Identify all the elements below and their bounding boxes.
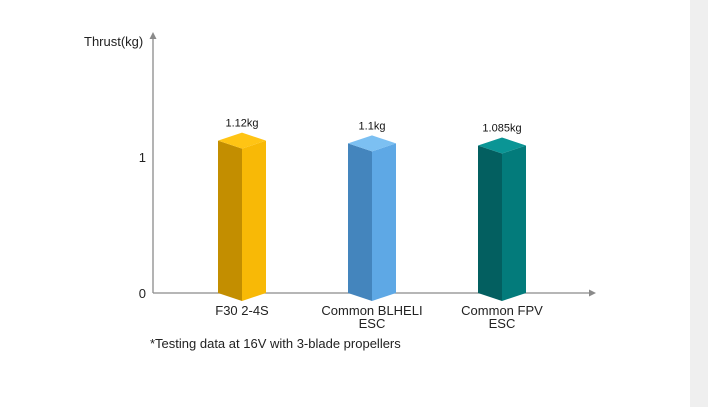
bar-left-face — [348, 143, 372, 301]
footnote: *Testing data at 16V with 3-blade propel… — [150, 336, 401, 351]
right-scroll-strip — [690, 0, 708, 407]
x-axis-arrow — [589, 289, 596, 297]
x-category-label: ESC — [359, 316, 386, 331]
y-tick-label: 1 — [139, 150, 146, 165]
bar-left-face — [478, 145, 502, 301]
y-tick-label: 0 — [139, 286, 146, 301]
y-axis-arrow — [149, 32, 157, 39]
bar-right-face — [242, 140, 266, 301]
x-category-label: F30 2-4S — [215, 303, 269, 318]
bar — [348, 135, 396, 301]
x-category-label: Common BLHELI — [321, 303, 422, 318]
bar-value-label: 1.1kg — [359, 120, 386, 132]
bar-top-face — [218, 132, 266, 149]
bar-top-face — [348, 135, 396, 152]
bar — [218, 132, 266, 301]
x-category-label: Common FPV — [461, 303, 543, 318]
bar-value-label: 1.12kg — [225, 118, 258, 130]
bar-left-face — [218, 140, 242, 301]
bar-value-label: 1.085kg — [482, 122, 521, 134]
bar-top-face — [478, 137, 526, 154]
y-axis-title: Thrust(kg) — [84, 34, 143, 49]
bar-right-face — [372, 143, 396, 301]
labels: Thrust(kg) 0 1 1.12kg F30 2-4S 1.1kg Common BL… — [84, 34, 543, 331]
bars — [218, 132, 526, 301]
bar-right-face — [502, 145, 526, 301]
bar — [478, 137, 526, 301]
x-category-label: ESC — [489, 316, 516, 331]
